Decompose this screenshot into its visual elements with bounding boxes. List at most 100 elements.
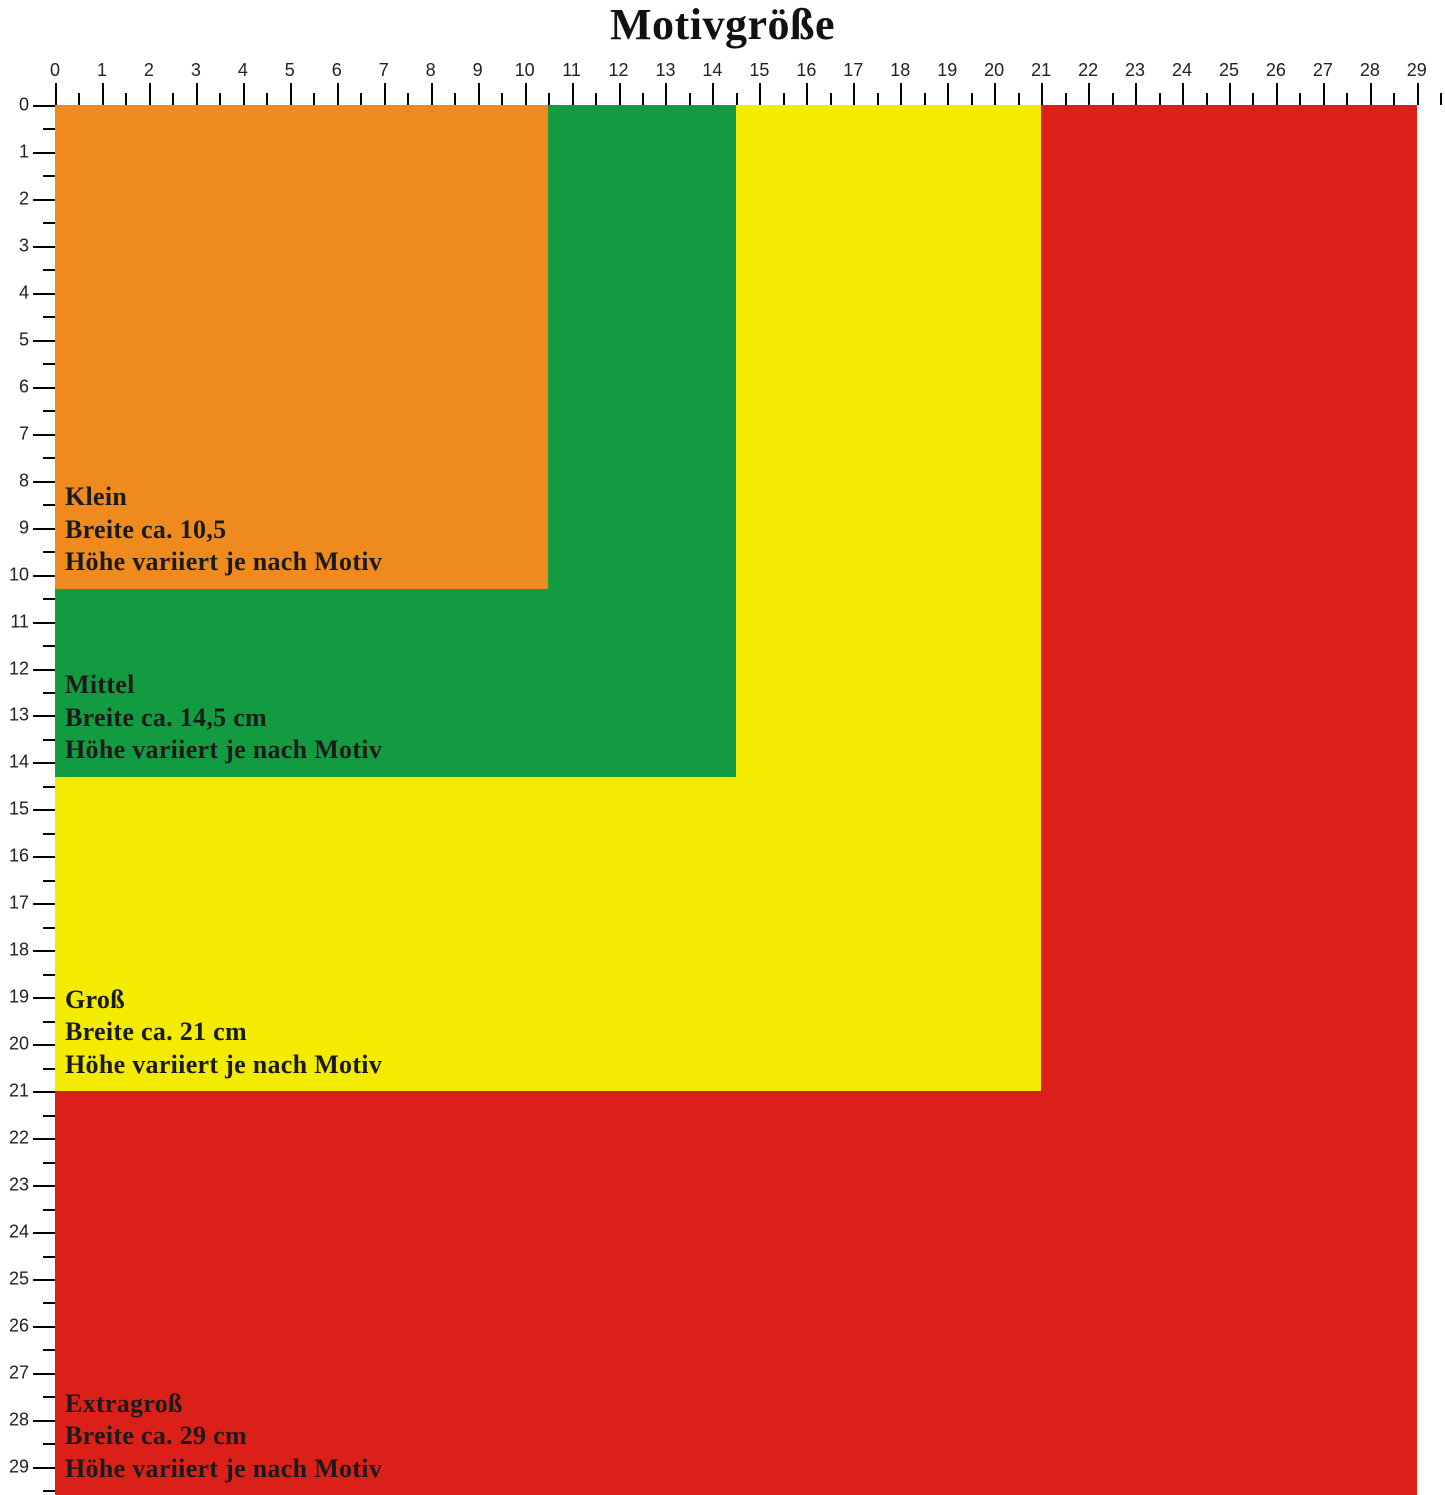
ruler-tick: [102, 83, 104, 105]
ruler-tick: [1323, 83, 1325, 105]
ruler-tick: [33, 340, 55, 342]
ruler-tick: [971, 93, 973, 105]
ruler-tick-label: 24: [1172, 60, 1192, 81]
ruler-tick: [1299, 93, 1301, 105]
ruler-tick-label: 15: [9, 799, 29, 820]
ruler-tick-label: 29: [1407, 60, 1427, 81]
ruler-tick: [33, 1044, 55, 1046]
ruler-tick-label: 27: [9, 1362, 29, 1383]
ruler-tick: [266, 93, 268, 105]
ruler-tick: [1112, 93, 1114, 105]
ruler-tick-label: 6: [332, 60, 342, 81]
ruler-tick: [642, 93, 644, 105]
ruler-tick-label: 22: [1078, 60, 1098, 81]
ruler-tick-label: 1: [97, 60, 107, 81]
ruler-tick: [33, 622, 55, 624]
ruler-tick: [33, 1326, 55, 1328]
ruler-tick-label: 14: [702, 60, 722, 81]
ruler-tick-label: 8: [426, 60, 436, 81]
size-box-label: ExtragroßBreite ca. 29 cmHöhe variiert j…: [65, 1388, 382, 1486]
ruler-tick-label: 0: [19, 95, 29, 116]
ruler-tick: [33, 246, 55, 248]
ruler-tick-label: 7: [19, 423, 29, 444]
ruler-tick: [149, 83, 151, 105]
ruler-tick-label: 18: [890, 60, 910, 81]
ruler-tick: [43, 974, 55, 976]
ruler-tick-label: 25: [9, 1268, 29, 1289]
ruler-tick: [478, 83, 480, 105]
size-box-label-line: Mittel: [65, 669, 382, 702]
size-box-label-line: Höhe variiert je nach Motiv: [65, 546, 382, 579]
ruler-tick: [736, 93, 738, 105]
ruler-tick-label: 24: [9, 1222, 29, 1243]
ruler-tick: [43, 1396, 55, 1398]
ruler-tick-label: 26: [1266, 60, 1286, 81]
ruler-tick-label: 3: [19, 235, 29, 256]
ruler-tick-label: 13: [655, 60, 675, 81]
ruler-tick: [924, 93, 926, 105]
ruler-tick: [431, 83, 433, 105]
ruler-tick: [43, 551, 55, 553]
ruler-tick-label: 4: [19, 282, 29, 303]
ruler-tick: [759, 83, 761, 105]
ruler-tick: [337, 83, 339, 105]
ruler-tick-label: 23: [9, 1175, 29, 1196]
ruler-tick: [1370, 83, 1372, 105]
ruler-tick: [1252, 93, 1254, 105]
ruler-tick: [33, 856, 55, 858]
ruler-tick: [33, 669, 55, 671]
ruler-tick: [43, 1021, 55, 1023]
size-box-label-line: Höhe variiert je nach Motiv: [65, 1453, 382, 1486]
ruler-horizontal: 0123456789101112131415161718192021222324…: [55, 50, 1445, 105]
ruler-tick-label: 26: [9, 1315, 29, 1336]
ruler-tick-label: 6: [19, 376, 29, 397]
size-box-label: MittelBreite ca. 14,5 cmHöhe variiert je…: [65, 669, 382, 767]
ruler-tick: [33, 997, 55, 999]
ruler-tick: [360, 93, 362, 105]
ruler-tick: [33, 387, 55, 389]
size-box-label-line: Breite ca. 10,5: [65, 514, 382, 547]
size-box-label-line: Höhe variiert je nach Motiv: [65, 1049, 382, 1082]
ruler-tick-label: 23: [1125, 60, 1145, 81]
ruler-tick: [43, 128, 55, 130]
ruler-vertical: 0123456789101112131415161718192021222324…: [0, 105, 55, 1495]
ruler-tick: [1135, 83, 1137, 105]
ruler-tick-label: 17: [9, 893, 29, 914]
ruler-tick: [525, 83, 527, 105]
ruler-tick-label: 22: [9, 1128, 29, 1149]
ruler-tick: [43, 598, 55, 600]
ruler-tick: [407, 93, 409, 105]
ruler-tick-label: 5: [19, 329, 29, 350]
ruler-tick-label: 13: [9, 705, 29, 726]
ruler-tick: [33, 293, 55, 295]
ruler-tick: [43, 269, 55, 271]
ruler-tick: [689, 93, 691, 105]
ruler-tick-label: 7: [379, 60, 389, 81]
ruler-tick: [1276, 83, 1278, 105]
ruler-tick: [55, 83, 57, 105]
ruler-tick-label: 11: [10, 611, 29, 632]
ruler-tick: [43, 316, 55, 318]
ruler-tick: [33, 903, 55, 905]
ruler-tick: [830, 93, 832, 105]
ruler-tick-label: 12: [9, 658, 29, 679]
size-box-label-line: Groß: [65, 984, 382, 1017]
ruler-tick: [43, 1162, 55, 1164]
ruler-tick: [783, 93, 785, 105]
ruler-tick: [33, 1138, 55, 1140]
ruler-tick-label: 5: [285, 60, 295, 81]
ruler-tick-label: 17: [843, 60, 863, 81]
ruler-tick: [43, 692, 55, 694]
ruler-tick: [43, 1115, 55, 1117]
ruler-tick: [853, 83, 855, 105]
ruler-tick: [33, 1232, 55, 1234]
ruler-tick: [43, 739, 55, 741]
ruler-tick: [1041, 83, 1043, 105]
ruler-tick: [572, 83, 574, 105]
plot-area: ExtragroßBreite ca. 29 cmHöhe variiert j…: [55, 105, 1445, 1495]
ruler-tick-label: 2: [19, 188, 29, 209]
ruler-tick: [1159, 93, 1161, 105]
ruler-tick: [1417, 83, 1419, 105]
ruler-tick: [33, 1373, 55, 1375]
size-box-label-line: Breite ca. 21 cm: [65, 1016, 382, 1049]
